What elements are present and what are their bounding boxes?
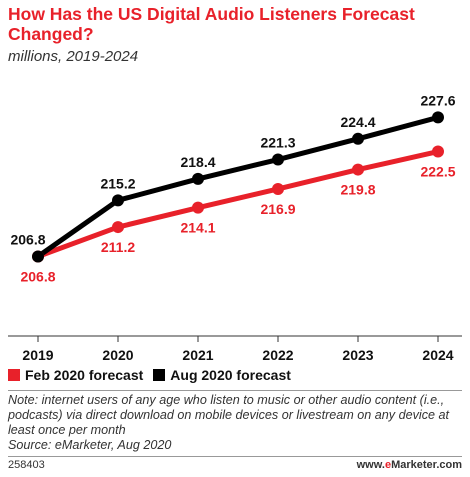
chart-id: 258403: [8, 459, 45, 471]
x-tick-label-2022: 2022: [262, 347, 293, 362]
footer: 258403 www.eMarketer.com: [8, 459, 462, 471]
data-label-s1-2020: 215.2: [100, 175, 135, 191]
data-label-s0-2024: 222.5: [420, 164, 455, 180]
data-label-s1-2024: 227.6: [420, 92, 455, 108]
data-label-s0-2023: 219.8: [340, 182, 375, 198]
point-s1-2019: [32, 250, 44, 263]
note-text: Note: internet users of any age who list…: [8, 393, 450, 437]
series-line-1: [36, 115, 439, 259]
point-s0-2020: [112, 221, 124, 234]
data-label-s0-2020: 211.2: [101, 239, 135, 255]
x-tick-label-2020: 2020: [102, 347, 133, 362]
point-s1-2023: [352, 132, 364, 145]
legend-label-feb: Feb 2020 forecast: [25, 367, 144, 383]
x-tick-label-2024: 2024: [422, 347, 453, 362]
brand-logo: www.eMarketer.com: [357, 459, 462, 471]
data-label-s0-2021: 214.1: [180, 220, 215, 236]
legend-label-aug: Aug 2020 forecast: [170, 367, 291, 383]
line-chart: 2019 2020 2021 2022 2023 2024 206.8 211.2 214.1 2…: [8, 92, 462, 362]
chart-title: How Has the US Digital Audio Listeners F…: [8, 4, 415, 44]
legend-swatch-feb: [8, 369, 20, 381]
point-s0-2022: [272, 182, 284, 195]
point-s1-2021: [192, 172, 204, 185]
x-tick-label-2019: 2019: [22, 347, 53, 362]
x-tick-label-2021: 2021: [182, 347, 213, 362]
legend: Feb 2020 forecast Aug 2020 forecast: [8, 367, 301, 383]
point-s0-2023: [352, 163, 364, 176]
data-label-s0-2022: 216.9: [260, 201, 295, 217]
brand-prefix: www.: [356, 459, 385, 471]
legend-item-aug: Aug 2020 forecast: [153, 367, 291, 383]
brand-accent: e: [384, 459, 392, 471]
data-label-s0-2019: 206.8: [20, 268, 55, 284]
x-tick-label-2023: 2023: [342, 347, 373, 362]
footnote: Note: internet users of any age who list…: [8, 393, 468, 453]
point-s1-2020: [112, 194, 124, 207]
point-s1-2022: [272, 153, 284, 166]
data-label-s1-2023: 224.4: [340, 114, 375, 130]
source-text: Source: eMarketer, Aug 2020: [8, 438, 172, 452]
point-s1-2024: [432, 111, 444, 124]
brand-rest: Marketer.com: [391, 459, 462, 471]
chart-subtitle: millions, 2019-2024: [8, 48, 139, 65]
data-label-s1-2019: 206.8: [10, 231, 45, 247]
data-label-s1-2021: 218.4: [180, 154, 215, 170]
data-label-s1-2022: 221.3: [260, 135, 295, 151]
series-line-0: [37, 149, 439, 259]
legend-swatch-aug: [153, 369, 166, 381]
point-s0-2024: [432, 145, 444, 158]
legend-item-feb: Feb 2020 forecast: [8, 367, 143, 383]
divider-top: [8, 390, 462, 391]
point-s0-2021: [192, 201, 204, 214]
divider-bottom: [8, 456, 462, 457]
